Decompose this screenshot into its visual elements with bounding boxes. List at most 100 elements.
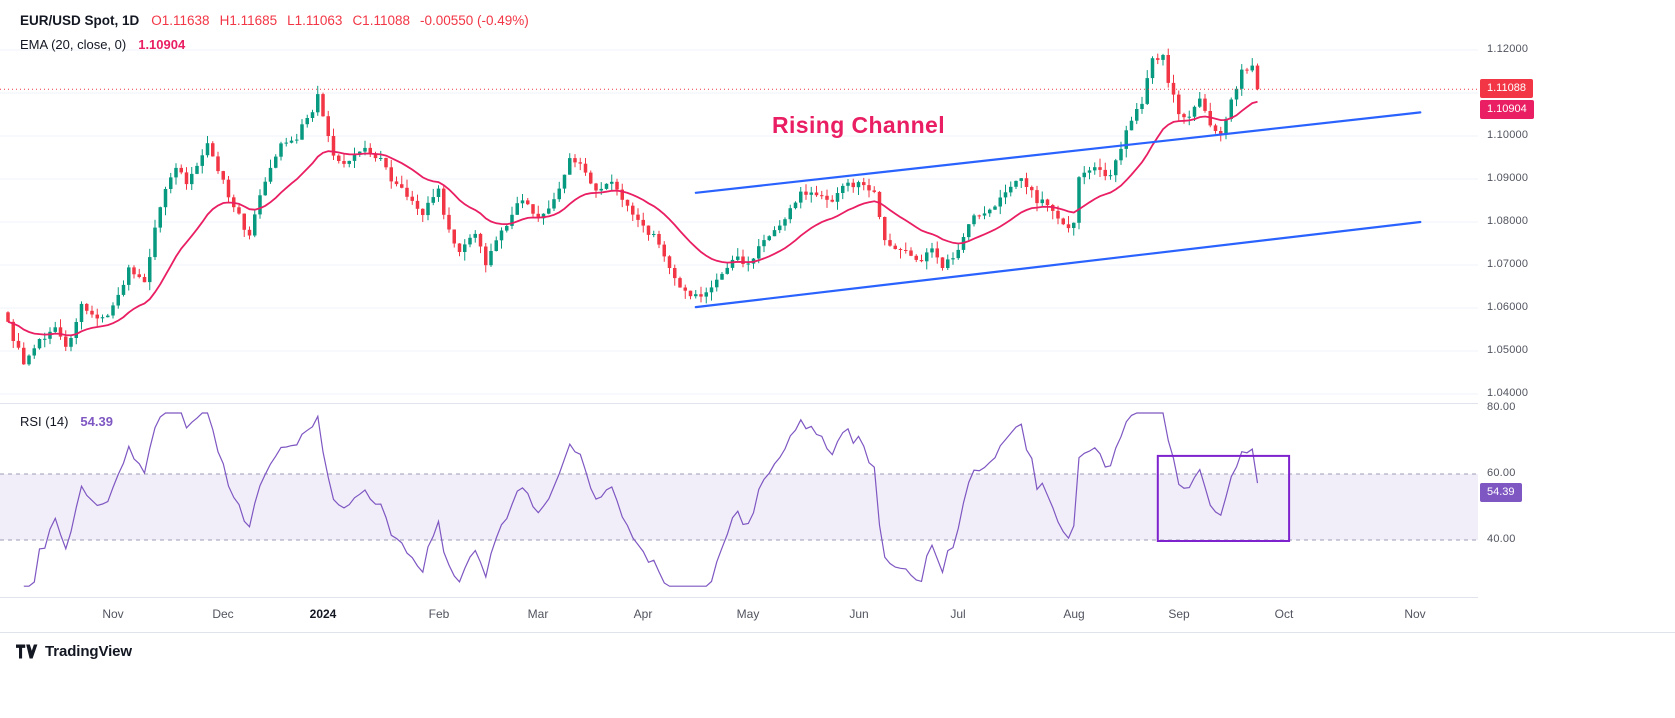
- candle-body: [274, 156, 278, 168]
- candle-body: [1093, 167, 1097, 171]
- rsi-legend-label: RSI (14): [20, 414, 69, 429]
- time-axis-divider[interactable]: [0, 597, 1675, 598]
- candle-body: [326, 116, 330, 136]
- candle-body: [883, 217, 887, 241]
- candle-body: [331, 136, 336, 156]
- candle-body: [562, 174, 567, 189]
- candle-body: [841, 185, 845, 193]
- candle-body: [442, 188, 446, 215]
- candle-body: [767, 236, 771, 241]
- candle-body: [253, 214, 257, 236]
- candle-body: [1124, 130, 1128, 149]
- price-axis-label: 1.09000: [1487, 172, 1529, 184]
- candle-body: [872, 190, 876, 192]
- candle-body: [468, 237, 472, 245]
- candles-layer[interactable]: [6, 48, 1260, 366]
- candle-body: [1187, 116, 1191, 118]
- candle-body: [736, 256, 740, 260]
- rsi-line[interactable]: [23, 412, 1259, 587]
- candle-body: [730, 259, 735, 268]
- legend-close-value: C1.11088: [352, 13, 410, 28]
- candle-body: [1224, 118, 1228, 134]
- rising-channel-label[interactable]: Rising Channel: [772, 112, 946, 138]
- candle-body: [1024, 178, 1029, 187]
- candle-body: [499, 230, 504, 241]
- candle-body: [788, 208, 792, 220]
- candle-body: [431, 197, 435, 203]
- candle-body: [557, 188, 561, 200]
- candle-body: [699, 294, 703, 297]
- candle-body: [1014, 180, 1018, 187]
- candle-body: [463, 244, 467, 252]
- candle-body: [1145, 78, 1149, 104]
- price-axis-label: 1.08000: [1487, 215, 1529, 227]
- channel-line-upper[interactable]: [694, 111, 1422, 194]
- candle-body: [935, 248, 939, 258]
- candle-body: [1066, 224, 1071, 229]
- legend-high-value: H1.11685: [219, 13, 278, 28]
- candle-body: [982, 213, 987, 216]
- candle-body: [825, 195, 829, 200]
- candle-body: [641, 219, 645, 226]
- ema-line[interactable]: [7, 100, 1258, 337]
- candle-body: [1229, 99, 1233, 119]
- candle-body: [179, 167, 183, 173]
- candle-body: [720, 273, 724, 280]
- time-axis-label: Apr: [633, 607, 653, 621]
- channel-line-lower[interactable]: [694, 220, 1422, 309]
- tradingview-branding[interactable]: TradingView: [16, 643, 132, 660]
- candle-body: [977, 215, 981, 217]
- candle-body: [998, 197, 1002, 207]
- candle-body: [284, 142, 288, 144]
- candle-body: [505, 226, 509, 231]
- time-axis-label: May: [736, 607, 760, 621]
- candle-body: [1192, 106, 1197, 117]
- candle-body: [814, 192, 819, 196]
- candle-body: [237, 207, 241, 214]
- candle-body: [32, 348, 36, 356]
- candle-body: [956, 249, 960, 259]
- candle-body: [226, 179, 231, 198]
- time-axis[interactable]: Nov Dec 2024 Feb Mar Apr May Jun Jul Aug Sep Oct Nov: [0, 598, 1478, 632]
- rsi-axis-label: 60.00: [1487, 467, 1516, 479]
- candle-body: [1150, 58, 1155, 79]
- candle-body: [447, 214, 451, 230]
- candle-body: [1129, 120, 1134, 131]
- candle-body: [867, 185, 871, 191]
- candle-body: [541, 213, 546, 219]
- time-axis-label: Mar: [527, 607, 549, 621]
- candle-body: [200, 155, 204, 166]
- candle-body: [694, 294, 698, 297]
- candle-body: [1082, 172, 1086, 178]
- price-axis-label: 1.04000: [1487, 387, 1529, 399]
- candle-body: [914, 255, 918, 260]
- candle-body: [1182, 114, 1186, 118]
- candle-body: [678, 278, 682, 288]
- pane-divider[interactable]: [0, 403, 1675, 404]
- candle-body: [835, 193, 840, 202]
- candle-body: [804, 191, 808, 195]
- candle-body: [1019, 178, 1023, 181]
- candle-body: [631, 205, 635, 215]
- symbol-title: EUR/USD Spot, 1D: [20, 13, 140, 28]
- candle-body: [121, 284, 126, 295]
- candle-body: [636, 214, 640, 220]
- candle-body: [1177, 94, 1181, 115]
- candle-body: [263, 181, 267, 196]
- candle-body: [148, 257, 152, 283]
- symbol-legend: EUR/USD Spot, 1D O1.11638 H1.11685 L1.11…: [20, 13, 529, 28]
- rsi-chart-canvas[interactable]: [0, 404, 1480, 597]
- time-axis-label: Jun: [849, 607, 869, 621]
- candle-body: [1030, 187, 1034, 191]
- candle-body: [384, 158, 388, 168]
- candle-body: [142, 277, 147, 283]
- price-axis[interactable]: 1.12000 1.10000 1.09000 1.08000 1.07000 1.060…: [1478, 0, 1675, 632]
- candle-body: [709, 287, 714, 293]
- price-chart-canvas[interactable]: [0, 0, 1480, 403]
- rsi-highlight-box[interactable]: [1156, 454, 1291, 542]
- candle-body: [111, 305, 115, 316]
- candle-body: [295, 139, 299, 141]
- candle-body: [373, 154, 378, 159]
- candle-body: [137, 274, 141, 277]
- ema-legend-value: 1.10904: [138, 37, 186, 52]
